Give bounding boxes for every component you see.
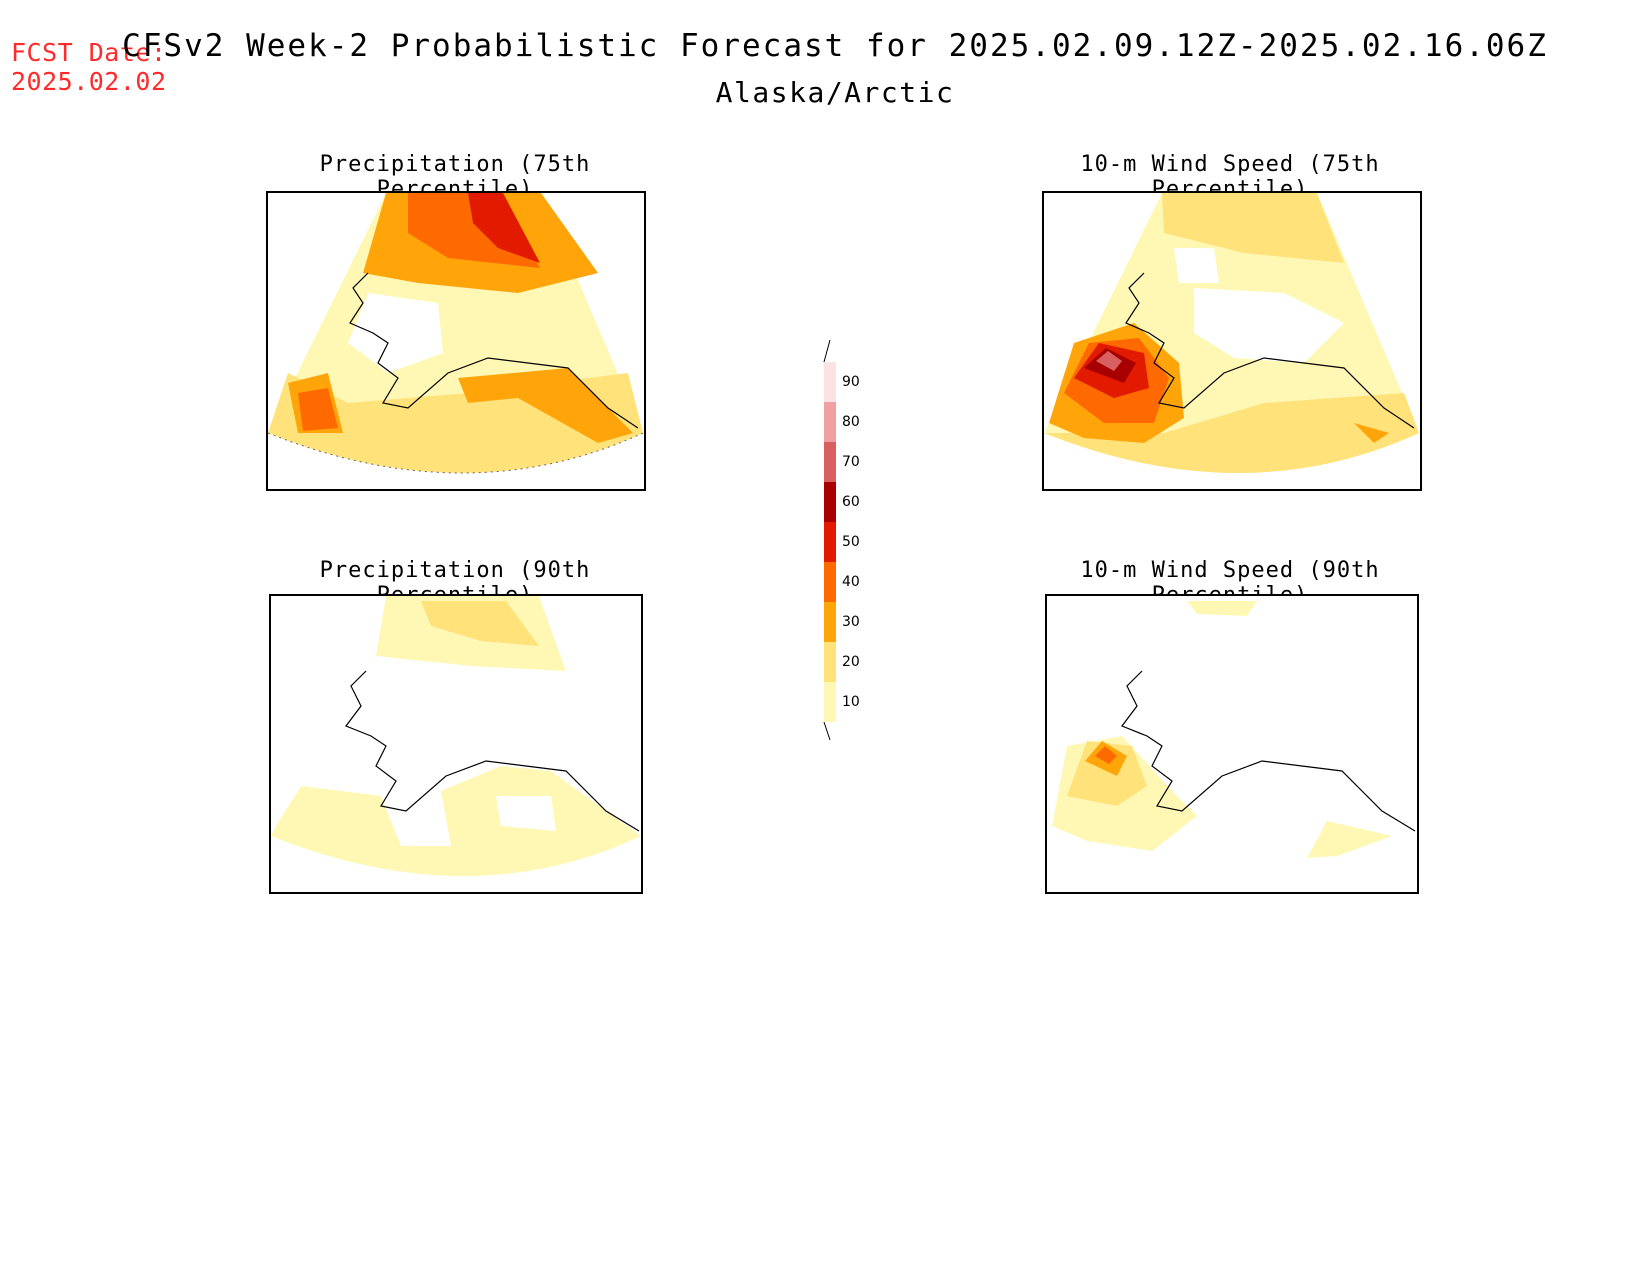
wind90-map: [1045, 594, 1419, 894]
wind-gulf-spot: [1307, 821, 1392, 858]
precip-arctic-moderate: [421, 601, 539, 646]
wind-south-band: [1044, 393, 1419, 473]
colorbar-segment-50: [824, 522, 836, 562]
colorbar-segment-20: [824, 642, 836, 682]
colorbar-segment-10: [824, 682, 836, 722]
wind-gulf-spot: [1354, 423, 1389, 443]
colorbar-segment-90: [824, 362, 836, 402]
colorbar-segment-40: [824, 562, 836, 602]
wind-bering-peak: [1095, 746, 1117, 764]
colorbar-segment-70: [824, 442, 836, 482]
precip-gulf-blank: [496, 796, 556, 831]
wind-bering-extreme: [1096, 351, 1122, 371]
colorbar-label-10: 10: [842, 694, 860, 710]
colorbar-segment-60: [824, 482, 836, 522]
wind-arctic-spot: [1187, 601, 1257, 616]
alaska-coastline: [345, 670, 640, 832]
colorbar-label-90: 90: [842, 374, 860, 390]
precip-west-peak: [298, 388, 338, 431]
colorbar-top-cap: [823, 339, 831, 363]
colorbar-label-60: 60: [842, 494, 860, 510]
latitude-line: [268, 432, 644, 474]
precip90-map: [269, 594, 643, 894]
colorbar: 90 80 70 60 50 40 30 20 10: [820, 330, 880, 754]
colorbar-segment-30: [824, 602, 836, 642]
fcst-date-label: FCST Date:: [11, 38, 167, 67]
wind-blank-spot: [1174, 248, 1219, 283]
precip-peak-arctic: [468, 193, 540, 263]
fcst-date: FCST Date: 2025.02.02: [11, 38, 167, 96]
page-title: CFSv2 Week-2 Probabilistic Forecast for …: [122, 28, 1548, 64]
wind-arctic-band: [1162, 193, 1344, 263]
colorbar-label-80: 80: [842, 414, 860, 430]
precip75-map: [266, 191, 646, 491]
alaska-coastline: [1121, 670, 1416, 832]
colorbar-label-70: 70: [842, 454, 860, 470]
colorbar-segment-80: [824, 402, 836, 442]
precip-south-band: [271, 766, 641, 876]
precip-gulf-band: [458, 368, 633, 443]
wind-blank-interior: [1194, 288, 1344, 363]
alaska-coastline: [349, 272, 639, 429]
alaska-coastline: [1125, 272, 1415, 429]
colorbar-label-30: 30: [842, 614, 860, 630]
colorbar-bottom-cap: [823, 721, 831, 741]
precip-blank-interior: [348, 293, 443, 373]
colorbar-label-40: 40: [842, 574, 860, 590]
colorbar-label-20: 20: [842, 654, 860, 670]
wind-bering-moderate: [1067, 741, 1147, 806]
wind75-map: [1042, 191, 1422, 491]
page-subtitle: Alaska/Arctic: [715, 76, 955, 109]
colorbar-label-50: 50: [842, 534, 860, 550]
fcst-date-value: 2025.02.02: [11, 67, 167, 96]
